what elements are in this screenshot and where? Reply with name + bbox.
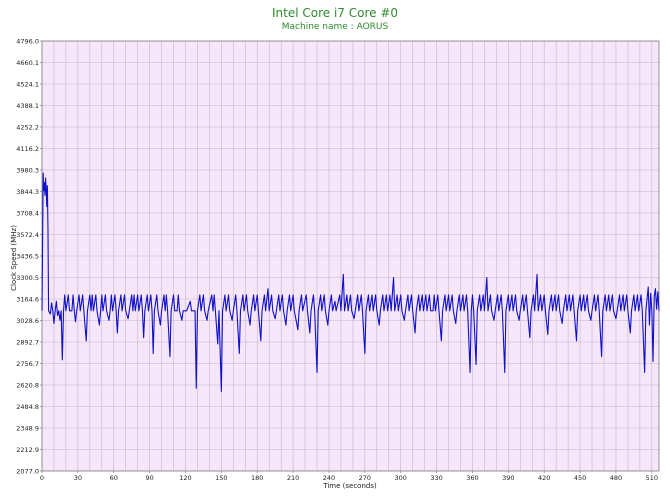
y-tick-label: 4524.1: [16, 81, 39, 89]
x-tick-label: 480: [610, 474, 622, 482]
y-tick-labels: 2077.0 2212.9 2348.9 2484.8 2620.8 2756.7 2892…: [16, 38, 42, 476]
x-tick-labels: 0 30 60 90 120 150 180 210 240 270 300 330 360 390 420…: [40, 471, 658, 482]
y-tick-label: 2348.9: [16, 425, 39, 433]
x-tick-label: 0: [40, 474, 44, 482]
y-tick-label: 4388.1: [16, 102, 39, 110]
x-tick-label: 120: [179, 474, 191, 482]
y-tick-label: 2077.0: [16, 468, 39, 476]
y-tick-label: 3980.3: [16, 167, 39, 175]
x-tick-label: 420: [538, 474, 550, 482]
grid: [41, 40, 659, 472]
y-tick-label: 4660.1: [16, 59, 39, 67]
chart-subtitle: Machine name : AORUS: [281, 22, 389, 32]
y-tick-label: 4796.0: [16, 38, 39, 46]
x-tick-label: 30: [74, 474, 82, 482]
y-tick-label: 2212.9: [16, 446, 39, 454]
x-tick-label: 330: [430, 474, 442, 482]
series-line-0: [41, 172, 660, 393]
x-tick-label: 240: [323, 474, 335, 482]
x-tick-label: 90: [145, 474, 153, 482]
y-tick-label: 4116.2: [16, 145, 39, 153]
chart-title: Intel Core i7 Core #0: [271, 6, 399, 20]
y-tick-label: 3164.6: [16, 296, 39, 304]
x-tick-label: 510: [646, 474, 658, 482]
x-tick-label: 210: [287, 474, 299, 482]
y-tick-label: 2484.8: [16, 403, 39, 411]
x-tick-label: 180: [251, 474, 263, 482]
y-tick-label: 3572.4: [16, 231, 39, 239]
y-tick-label: 2756.7: [16, 360, 39, 368]
y-axis-label: Clock Speed (MHz): [10, 225, 18, 291]
x-tick-label: 270: [359, 474, 371, 482]
x-tick-label: 360: [466, 474, 478, 482]
y-tick-label: 2892.7: [16, 339, 39, 347]
y-tick-label: 3844.3: [16, 188, 39, 196]
y-tick-label: 4252.2: [16, 124, 39, 132]
y-tick-label: 3708.4: [16, 210, 39, 218]
x-tick-label: 300: [395, 474, 407, 482]
x-tick-label: 450: [574, 474, 586, 482]
y-tick-label: 2620.8: [16, 382, 39, 390]
x-tick-label: 390: [502, 474, 514, 482]
y-tick-label: 3436.5: [16, 253, 39, 261]
y-tick-label: 3300.5: [16, 274, 39, 282]
x-axis-label: Time (seconds): [322, 482, 377, 490]
x-tick-label: 60: [110, 474, 118, 482]
y-tick-label: 3028.6: [16, 317, 39, 325]
x-tick-label: 150: [215, 474, 227, 482]
